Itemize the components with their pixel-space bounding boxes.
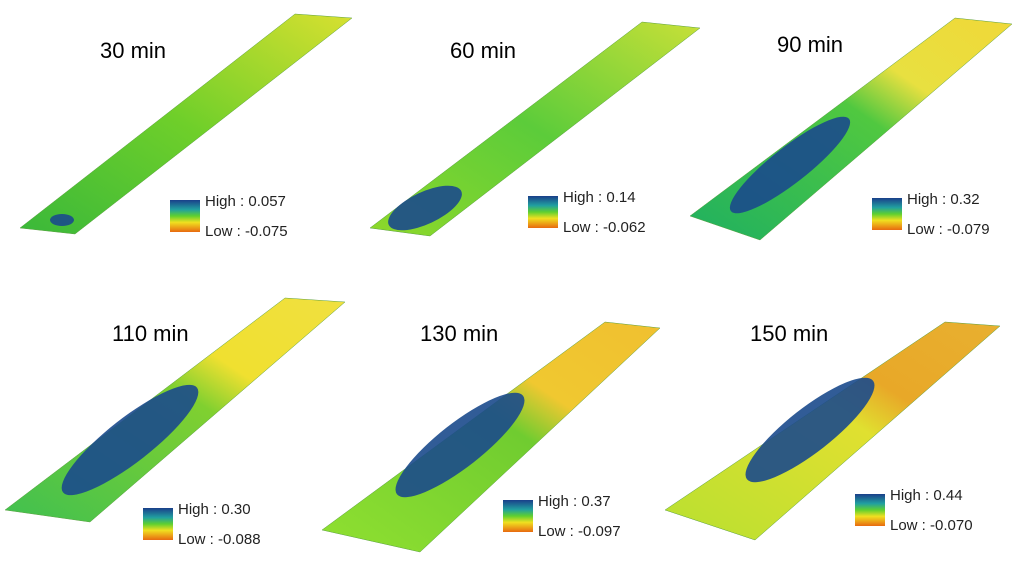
- legend-colorbar: [528, 196, 558, 228]
- legend-low: Low : -0.070: [890, 517, 973, 534]
- legend-high: High : 0.32: [907, 191, 980, 208]
- legend-high: High : 0.057: [205, 193, 286, 210]
- legend-low: Low : -0.079: [907, 221, 990, 238]
- surface: [369, 21, 701, 237]
- panel-title: 90 min: [777, 32, 843, 57]
- panel-title: 110 min: [112, 321, 189, 346]
- legend-high: High : 0.44: [890, 487, 963, 504]
- elevation-ridge: [745, 377, 875, 483]
- legend-low: Low : -0.097: [538, 523, 621, 540]
- panel-title: 130 min: [420, 321, 498, 346]
- elevation-ridge: [729, 116, 851, 214]
- legend-high: High : 0.30: [178, 501, 251, 518]
- surface: [19, 13, 353, 235]
- elevation-ridge: [61, 384, 199, 496]
- panel-title: 60 min: [450, 38, 516, 63]
- legend-low: Low : -0.075: [205, 223, 288, 240]
- legend-colorbar: [170, 200, 200, 232]
- legend-low: Low : -0.088: [178, 531, 261, 548]
- legend-colorbar: [503, 500, 533, 532]
- legend-colorbar: [855, 494, 885, 526]
- legend-high: High : 0.37: [538, 493, 611, 510]
- legend-low: Low : -0.062: [563, 219, 646, 236]
- legend-high: High : 0.14: [563, 189, 636, 206]
- elevation-ridge: [395, 392, 525, 498]
- legend-colorbar: [143, 508, 173, 540]
- panel-title: 150 min: [750, 321, 828, 346]
- legend-colorbar: [872, 198, 902, 230]
- elevation-ridge: [50, 214, 74, 226]
- panel-title: 30 min: [100, 38, 166, 63]
- elevation-ridge: [388, 185, 462, 231]
